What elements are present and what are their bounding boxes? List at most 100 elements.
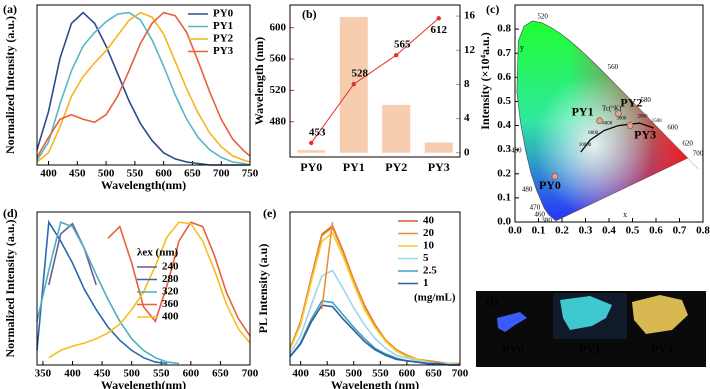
- photo: (f) PY0 PY1 PY3: [476, 291, 706, 367]
- y-tick-label: 0.4: [497, 119, 511, 131]
- point: [436, 16, 441, 21]
- x-tick-label: 450: [94, 368, 111, 380]
- legend-note: (mg/mL): [414, 292, 456, 304]
- x-tick-label: 550: [153, 368, 170, 380]
- y-tick-label: 520: [270, 84, 287, 96]
- photo-label: PY0: [502, 342, 524, 356]
- x-tick-label: 0.6: [649, 225, 663, 237]
- point-label: PY0: [539, 178, 561, 192]
- y-axis-label: y: [520, 43, 524, 52]
- wavelength-label: 700: [693, 150, 704, 158]
- x-tick-label: 700: [242, 368, 259, 380]
- point: [394, 52, 399, 58]
- line: [289, 300, 460, 366]
- cct-label: 10000: [579, 143, 592, 148]
- y-axis-label: Normalized Intensity (a.u.): [3, 16, 17, 154]
- wavelength-label: 600: [667, 124, 678, 132]
- x-tick-label: 0.5: [626, 225, 640, 237]
- y-tick-label: 0.3: [497, 143, 511, 155]
- y2-tick-label: 16: [464, 10, 476, 22]
- point: [309, 140, 314, 146]
- wavelength-label: 580: [640, 96, 651, 104]
- cct-title: Tc(°K): [602, 104, 622, 112]
- wavelength-label: 380: [541, 216, 552, 224]
- legend-label: 10: [423, 240, 435, 252]
- x-tick-label: 550: [372, 368, 389, 380]
- data-label: 612: [431, 24, 448, 36]
- x-tick-label: 0.8: [696, 225, 710, 237]
- y-tick-label: 0.8: [497, 23, 511, 35]
- line: [36, 221, 180, 365]
- legend-label: 20: [423, 227, 435, 239]
- data-label: 528: [352, 68, 369, 80]
- x-axis-label: x: [623, 210, 627, 219]
- line: [107, 221, 251, 337]
- panel-label: (c): [486, 2, 499, 16]
- line: [36, 219, 168, 365]
- x-axis-label: Wavelength(nm): [101, 178, 186, 192]
- y-tick-label: 0.2: [497, 167, 511, 179]
- x-tick-label: 700: [452, 368, 469, 380]
- plot-frame: [36, 4, 251, 166]
- y-tick-label: 480: [270, 115, 287, 127]
- x-tick-label: 400: [292, 368, 309, 380]
- x-tick-label: 600: [183, 368, 200, 380]
- line: [289, 269, 461, 366]
- x-tick-label: 450: [69, 168, 86, 180]
- cct-label: 4000: [602, 122, 613, 127]
- x-tick-label: 0.0: [508, 225, 522, 237]
- cct-label: 6000: [588, 131, 599, 136]
- y-tick-label: 600: [270, 21, 287, 33]
- x-axis-label: Wavelength(nm): [101, 378, 186, 389]
- legend-label: 5: [423, 252, 429, 264]
- legend-label: PY2: [213, 33, 234, 45]
- legend-label: 1: [423, 277, 429, 289]
- legend-label: 240: [162, 261, 179, 273]
- data-label: 453: [309, 126, 326, 138]
- panel-label: (a): [3, 2, 17, 16]
- legend-title: λex (nm): [137, 247, 178, 259]
- x-tick-label: 350: [35, 368, 52, 380]
- legend-label: 320: [162, 286, 179, 298]
- sample-py1: [560, 296, 612, 330]
- y2-tick-label: 8: [464, 78, 470, 90]
- point-label: PY2: [620, 95, 642, 109]
- x-tick-label: 550: [127, 168, 144, 180]
- x-tick-label: PY2: [385, 160, 407, 174]
- point-label: PY1: [572, 104, 594, 118]
- cct-label: 3000: [616, 117, 627, 122]
- y2-tick-label: 0: [464, 146, 470, 158]
- point: [351, 81, 356, 87]
- x-tick-label: 500: [123, 368, 140, 380]
- panel-label: (e): [263, 206, 276, 220]
- x-axis-label: Wavelength (nm): [331, 378, 419, 389]
- x-tick-label: 650: [212, 368, 229, 380]
- cct-label: 1500: [652, 119, 663, 124]
- x-tick-label: PY0: [300, 160, 322, 174]
- y2-axis-label: Intensity (×10⁴a.u.): [478, 32, 492, 129]
- wavelength-label: 620: [682, 139, 693, 147]
- x-tick-label: 0.7: [673, 225, 687, 237]
- y-tick-label: 0.6: [497, 71, 511, 83]
- x-tick-label: 0.1: [532, 225, 546, 237]
- line: [36, 11, 251, 158]
- wavelength-label: 460: [534, 210, 545, 218]
- x-tick-label: 600: [399, 368, 416, 380]
- plot-frame: [289, 4, 461, 158]
- bar: [424, 142, 453, 153]
- x-tick-label: 750: [242, 168, 259, 180]
- wavelength-label: 560: [608, 63, 619, 71]
- y2-tick-label: 4: [464, 112, 470, 124]
- point: [596, 117, 603, 125]
- wavelength-label: 490: [511, 146, 522, 154]
- legend-label: PY1: [213, 20, 233, 32]
- panel-label: (b): [302, 7, 317, 21]
- y-tick-label: 0.5: [497, 95, 511, 107]
- planck-locus: [580, 122, 654, 153]
- photo-label: PY3: [651, 342, 673, 356]
- y2-tick-label: 12: [464, 44, 476, 56]
- wavelength-label: 470: [530, 204, 541, 212]
- data-label: 565: [394, 39, 411, 51]
- x-tick-label: 500: [98, 168, 115, 180]
